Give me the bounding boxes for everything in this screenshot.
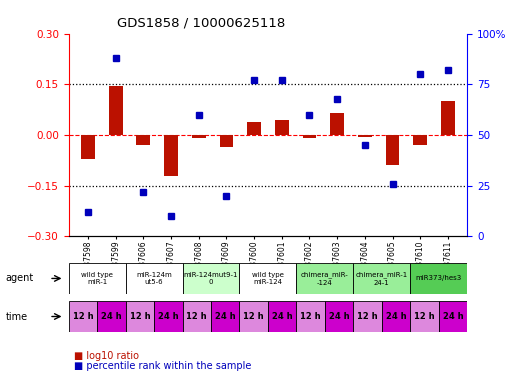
Bar — [69, 262, 126, 294]
Bar — [275, 120, 289, 135]
Bar — [247, 122, 261, 135]
Bar — [296, 262, 353, 294]
Text: miR-124m
ut5-6: miR-124m ut5-6 — [136, 272, 172, 285]
Text: agent: agent — [5, 273, 34, 284]
Bar — [211, 301, 240, 332]
Text: 24 h: 24 h — [386, 312, 407, 321]
Text: 24 h: 24 h — [272, 312, 293, 321]
Text: GDS1858 / 10000625118: GDS1858 / 10000625118 — [117, 17, 285, 30]
Bar — [296, 301, 325, 332]
Text: 12 h: 12 h — [186, 312, 207, 321]
Bar — [303, 135, 316, 138]
Bar — [69, 301, 97, 332]
Text: ■ log10 ratio: ■ log10 ratio — [74, 351, 139, 361]
Bar — [441, 101, 455, 135]
Bar — [240, 262, 296, 294]
Bar — [81, 135, 95, 159]
Text: 24 h: 24 h — [101, 312, 121, 321]
Bar — [410, 301, 439, 332]
Text: wild type
miR-124: wild type miR-124 — [252, 272, 284, 285]
Text: 24 h: 24 h — [215, 312, 235, 321]
Text: 12 h: 12 h — [357, 312, 378, 321]
Bar — [220, 135, 233, 147]
Text: 12 h: 12 h — [129, 312, 150, 321]
Text: 12 h: 12 h — [414, 312, 435, 321]
Text: ■ percentile rank within the sample: ■ percentile rank within the sample — [74, 361, 251, 370]
Bar — [353, 262, 410, 294]
Bar — [97, 301, 126, 332]
Bar — [330, 113, 344, 135]
Bar — [192, 135, 206, 138]
Text: miR373/hes3: miR373/hes3 — [416, 275, 462, 281]
Text: chimera_miR-1
24-1: chimera_miR-1 24-1 — [356, 272, 408, 286]
Bar — [183, 262, 240, 294]
Text: chimera_miR-
-124: chimera_miR- -124 — [301, 272, 349, 286]
Text: 24 h: 24 h — [443, 312, 464, 321]
Text: 12 h: 12 h — [300, 312, 321, 321]
Bar — [109, 86, 122, 135]
Bar — [358, 135, 372, 137]
Bar — [164, 135, 178, 176]
Text: 12 h: 12 h — [243, 312, 264, 321]
Bar — [353, 301, 382, 332]
Bar — [439, 301, 467, 332]
Text: 24 h: 24 h — [158, 312, 178, 321]
Text: time: time — [5, 312, 27, 321]
Bar — [385, 135, 400, 165]
Bar — [136, 135, 150, 145]
Bar — [325, 301, 353, 332]
Bar — [268, 301, 296, 332]
Text: 24 h: 24 h — [329, 312, 350, 321]
Bar — [126, 262, 183, 294]
Text: 12 h: 12 h — [72, 312, 93, 321]
Bar — [240, 301, 268, 332]
Bar — [413, 135, 427, 145]
Bar — [183, 301, 211, 332]
Text: wild type
miR-1: wild type miR-1 — [81, 272, 113, 285]
Text: miR-124mut9-1
0: miR-124mut9-1 0 — [184, 272, 238, 285]
Bar — [154, 301, 183, 332]
Bar — [382, 301, 410, 332]
Bar — [410, 262, 467, 294]
Bar — [126, 301, 154, 332]
